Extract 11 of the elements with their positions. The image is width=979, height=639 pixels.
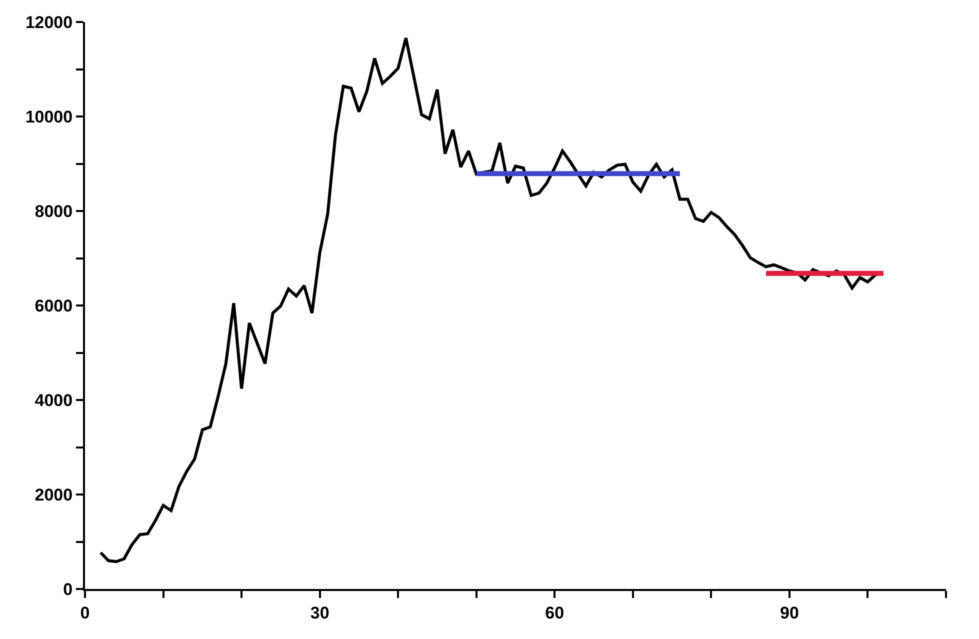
y-tick-label: 2000 — [34, 485, 73, 504]
y-tick-label: 10000 — [25, 107, 73, 126]
y-tick-label: 0 — [63, 580, 73, 599]
x-tick-label: 0 — [80, 603, 90, 622]
x-tick-label: 30 — [310, 603, 330, 622]
y-tick-label: 4000 — [34, 390, 73, 410]
y-tick-label: 6000 — [34, 296, 73, 316]
y-tick-label: 12000 — [25, 12, 73, 32]
y-tick-label: 8000 — [34, 202, 73, 221]
x-tick-label: 90 — [780, 603, 799, 622]
x-tick-label: 60 — [545, 603, 564, 622]
